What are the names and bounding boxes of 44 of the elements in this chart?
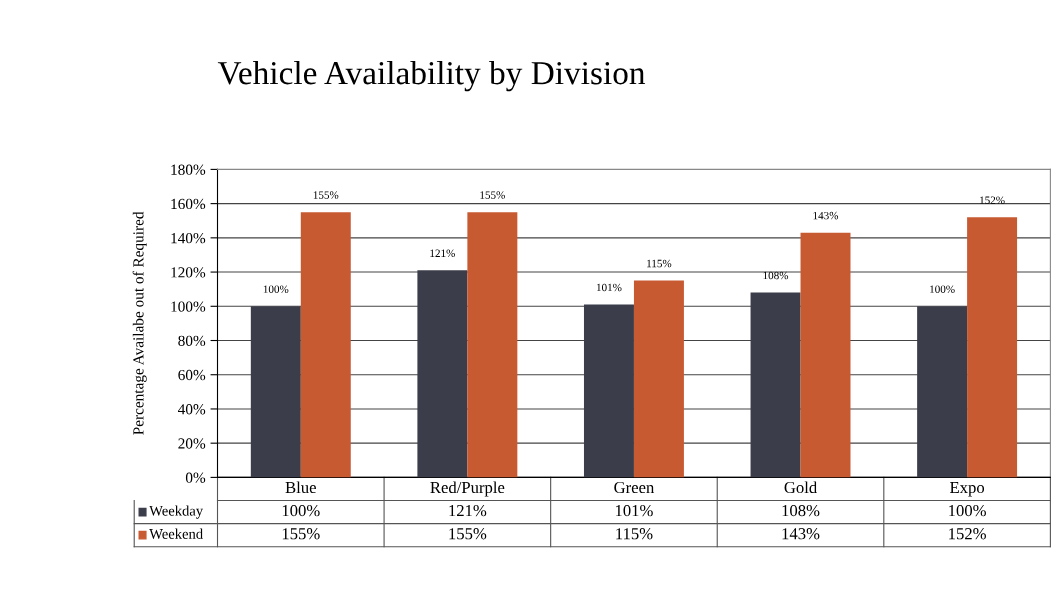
data-label: 108% — [782, 504, 820, 517]
y-tick-label: 140% — [171, 232, 206, 244]
x-tick-label: Green — [614, 481, 655, 494]
bar — [800, 232, 851, 478]
data-label: 100% — [282, 504, 320, 517]
x-tick-label: Expo — [949, 482, 985, 497]
legend-label: Weekday — [149, 505, 204, 519]
text: 155% — [313, 191, 339, 199]
text: 121% — [430, 249, 455, 258]
y-tick-label: 20% — [178, 438, 206, 449]
data-label: 121% — [449, 504, 487, 517]
y-tick-label: 80% — [178, 335, 206, 347]
y-tick-label: 100% — [171, 301, 206, 312]
data-label: 152% — [949, 528, 986, 540]
y-tick-label: 160% — [171, 198, 206, 210]
bar — [300, 212, 351, 478]
y-tick-label: 0% — [185, 472, 206, 483]
text: 115% — [647, 259, 672, 268]
x-tick-label: Red/Purple — [430, 481, 505, 497]
bar — [967, 217, 1018, 478]
data-label: 100% — [949, 504, 986, 517]
data-label: 115% — [616, 528, 653, 540]
x-tick-label: Blue — [285, 481, 316, 494]
x-tick-label: Gold — [784, 481, 817, 494]
data-label: 143% — [782, 528, 820, 540]
y-tick-label: 120% — [171, 267, 206, 278]
text: 101% — [596, 283, 622, 292]
data-label: 101% — [615, 504, 653, 517]
text: 152% — [980, 196, 1005, 204]
legend-label: Weekend — [149, 528, 203, 539]
data-label: 155% — [282, 528, 320, 540]
text: 108% — [763, 271, 789, 280]
text: 143% — [813, 211, 839, 220]
text: 100% — [930, 285, 955, 293]
y-tick-label: 60% — [178, 369, 206, 381]
bar — [633, 280, 684, 478]
text: 155% — [480, 191, 505, 199]
bar — [467, 212, 518, 478]
data-label: 155% — [449, 528, 487, 540]
text: 100% — [263, 285, 289, 293]
y-tick-label: 180% — [171, 164, 206, 175]
y-tick-label: 40% — [177, 404, 206, 415]
chart-title: Vehicle Availability by Division — [217, 60, 646, 92]
y-axis-title: Percentage Availabe out of Required — [132, 211, 147, 435]
